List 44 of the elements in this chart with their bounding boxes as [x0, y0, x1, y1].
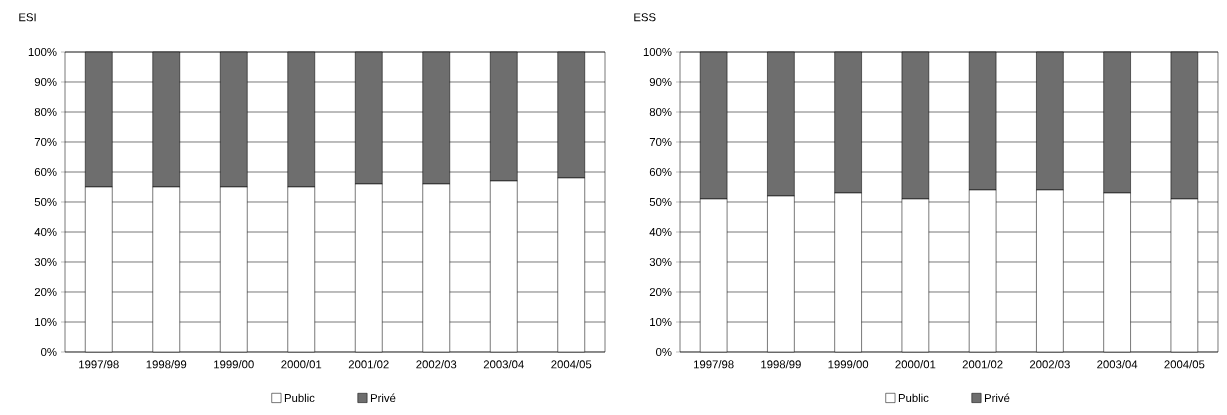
- x-tick-label: 1999/00: [828, 360, 869, 369]
- y-tick-label: 10%: [35, 318, 57, 327]
- x-tick-label: 1997/98: [79, 360, 119, 369]
- x-tick-label: 1999/00: [214, 360, 254, 369]
- chart-title: ESI: [19, 13, 36, 22]
- y-tick-label: 50%: [649, 198, 672, 207]
- x-tick-label: 1998/99: [146, 360, 187, 369]
- legend-label: Privé: [984, 393, 1010, 403]
- y-tick-label: 30%: [649, 258, 672, 266]
- y-tick-label: 60%: [649, 168, 672, 177]
- y-tick-label: 90%: [649, 78, 672, 86]
- y-tick-label: 0%: [656, 348, 672, 357]
- x-tick-label: 2001/02: [348, 360, 389, 369]
- x-tick-label: 2002/03: [416, 360, 457, 369]
- y-tick-label: 30%: [34, 258, 57, 266]
- x-tick-label: 1997/98: [694, 360, 734, 369]
- y-tick-label: 80%: [34, 108, 57, 116]
- x-tick-label: 2004/05: [551, 360, 592, 369]
- x-tick-label: 2003/04: [1097, 360, 1138, 369]
- y-tick-label: 20%: [34, 288, 57, 297]
- x-tick-label: 2000/01: [895, 360, 936, 369]
- legend-label: Public: [284, 393, 315, 402]
- y-tick-label: 70%: [649, 138, 672, 147]
- legend-label: Public: [898, 393, 929, 402]
- y-tick-label: 90%: [34, 78, 57, 86]
- y-tick-label: 40%: [649, 228, 672, 237]
- x-tick-label: 1998/99: [761, 360, 801, 369]
- chart-title: ESS: [634, 13, 656, 22]
- y-tick-label: 70%: [34, 138, 57, 147]
- y-tick-label: 10%: [650, 318, 672, 327]
- x-tick-label: 2004/05: [1164, 360, 1205, 369]
- y-tick-label: 60%: [34, 168, 57, 177]
- y-tick-label: 100%: [643, 48, 672, 56]
- y-tick-label: 20%: [649, 288, 672, 297]
- x-tick-label: 2000/01: [281, 360, 322, 369]
- y-tick-label: 100%: [28, 48, 57, 56]
- y-tick-label: 0%: [41, 348, 57, 357]
- y-tick-label: 50%: [34, 198, 57, 207]
- y-tick-label: 40%: [34, 228, 57, 237]
- legend-label: Privé: [370, 393, 396, 403]
- x-tick-label: 2003/04: [483, 360, 524, 369]
- x-tick-label: 2002/03: [1029, 360, 1070, 369]
- x-tick-label: 2001/02: [962, 360, 1003, 369]
- y-tick-label: 80%: [649, 108, 672, 116]
